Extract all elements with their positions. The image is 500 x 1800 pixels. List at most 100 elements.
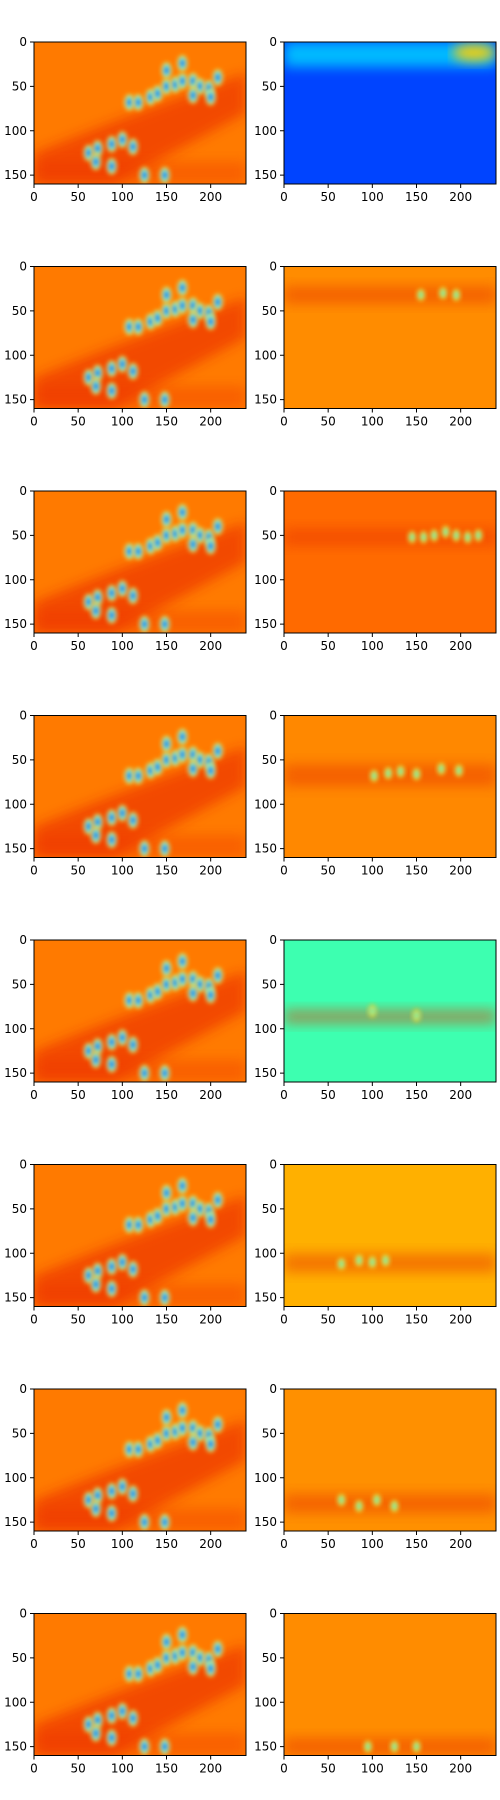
heatmap-blob bbox=[159, 1513, 171, 1531]
heatmap-blob bbox=[138, 390, 150, 409]
x-tick-label: 0 bbox=[30, 639, 38, 653]
panel-row6-left: 0 50 100 150 200 0 50 100 150 bbox=[4, 1158, 247, 1327]
heatmap-blob bbox=[176, 727, 188, 746]
heatmap-blob bbox=[106, 1055, 118, 1074]
heatmap-blob bbox=[429, 528, 439, 543]
heatmap-blob bbox=[127, 586, 139, 605]
x-tick-label: 0 bbox=[280, 415, 288, 429]
heatmap-blob bbox=[205, 537, 217, 556]
y-tick-label: 100 bbox=[4, 1022, 27, 1036]
heatmap-blob bbox=[106, 157, 118, 176]
y-tick-label: 150 bbox=[4, 1291, 27, 1305]
x-tick-label: 100 bbox=[111, 1537, 134, 1551]
x-tick-label: 150 bbox=[405, 415, 428, 429]
panel-row7-right: 0 50 100 150 200 0 50 100 150 bbox=[254, 1382, 497, 1551]
y-tick-label: 0 bbox=[269, 35, 277, 49]
heatmap-blob bbox=[123, 93, 135, 112]
x-tick-label: 50 bbox=[321, 639, 336, 653]
x-tick-label: 100 bbox=[361, 190, 384, 204]
x-tick-label: 50 bbox=[71, 1088, 86, 1102]
heatmap-blob bbox=[205, 761, 217, 780]
x-tick-label: 0 bbox=[30, 190, 38, 204]
heatmap-blob bbox=[161, 734, 172, 753]
heatmap-blob bbox=[407, 530, 417, 545]
y-tick-label: 50 bbox=[12, 79, 27, 93]
heatmap-blob bbox=[176, 952, 188, 971]
heatmap-blob bbox=[132, 1440, 144, 1459]
x-tick-label: 200 bbox=[449, 864, 472, 878]
y-tick-label: 0 bbox=[269, 1607, 277, 1621]
y-tick-label: 150 bbox=[4, 1515, 27, 1529]
x-tick-label: 150 bbox=[405, 639, 428, 653]
y-tick-label: 50 bbox=[262, 1426, 277, 1440]
heatmap-blob bbox=[127, 1484, 139, 1503]
y-tick-label: 0 bbox=[19, 1607, 27, 1621]
heatmap-blob bbox=[132, 766, 144, 785]
x-tick-label: 150 bbox=[155, 415, 178, 429]
heatmap-blob bbox=[116, 804, 128, 823]
x-tick-label: 100 bbox=[361, 864, 384, 878]
axes-frame bbox=[283, 715, 497, 858]
y-tick-label: 150 bbox=[4, 168, 27, 182]
x-tick-label: 200 bbox=[199, 1762, 222, 1776]
y-tick-label: 150 bbox=[254, 1740, 277, 1754]
y-tick-label: 100 bbox=[4, 1471, 27, 1485]
heatmap-hotspot bbox=[451, 44, 496, 61]
heatmap-blob bbox=[176, 1419, 188, 1438]
y-tick-label: 50 bbox=[262, 304, 277, 318]
y-tick-label: 100 bbox=[254, 1695, 277, 1709]
heatmap-blob bbox=[383, 766, 393, 781]
panel-row1-left: 0 50 100 150 200 0 50 100 150 bbox=[4, 35, 247, 204]
x-tick-label: 0 bbox=[280, 1088, 288, 1102]
x-tick-label: 150 bbox=[405, 1762, 428, 1776]
heatmap-blob bbox=[127, 1260, 139, 1279]
heatmap-blob bbox=[90, 601, 102, 620]
heatmap-blob bbox=[451, 287, 461, 302]
y-tick-label: 150 bbox=[254, 617, 277, 631]
x-tick-label: 50 bbox=[71, 1313, 86, 1327]
x-tick-label: 200 bbox=[449, 1762, 472, 1776]
axes-frame bbox=[283, 1388, 497, 1532]
x-tick-label: 200 bbox=[199, 1088, 222, 1102]
x-tick-label: 200 bbox=[449, 1537, 472, 1551]
heatmap-blob bbox=[187, 984, 199, 1003]
x-tick-label: 200 bbox=[449, 1088, 472, 1102]
panel-row6-right: 0 50 100 150 200 0 50 100 150 bbox=[254, 1158, 497, 1327]
x-tick-label: 50 bbox=[321, 1537, 336, 1551]
axes-frame bbox=[33, 41, 247, 185]
y-tick-label: 150 bbox=[4, 617, 27, 631]
heatmap-band bbox=[284, 1253, 496, 1273]
y-tick-label: 100 bbox=[4, 797, 27, 811]
x-tick-label: 50 bbox=[321, 1762, 336, 1776]
axes-frame bbox=[33, 1164, 247, 1307]
y-tick-label: 150 bbox=[254, 393, 277, 407]
heatmap-blob bbox=[106, 1033, 118, 1052]
heatmap-blob bbox=[412, 1008, 421, 1023]
heatmap-blob bbox=[161, 61, 172, 80]
heatmap-blob bbox=[438, 286, 448, 301]
heatmap-blob bbox=[354, 1253, 364, 1268]
y-tick-label: 0 bbox=[269, 933, 277, 947]
heatmap-blob bbox=[176, 54, 188, 73]
heatmap-blob bbox=[161, 975, 172, 994]
y-tick-label: 50 bbox=[12, 1651, 27, 1665]
heatmap-blob bbox=[90, 1724, 102, 1743]
x-tick-label: 200 bbox=[199, 1313, 222, 1327]
heatmap-background bbox=[284, 1613, 496, 1756]
heatmap-blob bbox=[363, 1739, 373, 1754]
x-tick-label: 150 bbox=[155, 864, 178, 878]
x-tick-label: 150 bbox=[155, 1313, 178, 1327]
axes-frame bbox=[33, 490, 247, 634]
heatmap-blob bbox=[336, 1492, 346, 1507]
heatmap-blob bbox=[123, 991, 135, 1010]
heatmap-blob bbox=[354, 1499, 364, 1514]
heatmap-blob bbox=[176, 1643, 188, 1662]
y-tick-label: 150 bbox=[4, 1066, 27, 1080]
heatmap-blob bbox=[205, 986, 217, 1005]
y-tick-label: 100 bbox=[254, 797, 277, 811]
x-tick-label: 100 bbox=[111, 864, 134, 878]
x-tick-label: 200 bbox=[199, 1537, 222, 1551]
x-tick-label: 0 bbox=[30, 415, 38, 429]
x-tick-label: 200 bbox=[199, 639, 222, 653]
